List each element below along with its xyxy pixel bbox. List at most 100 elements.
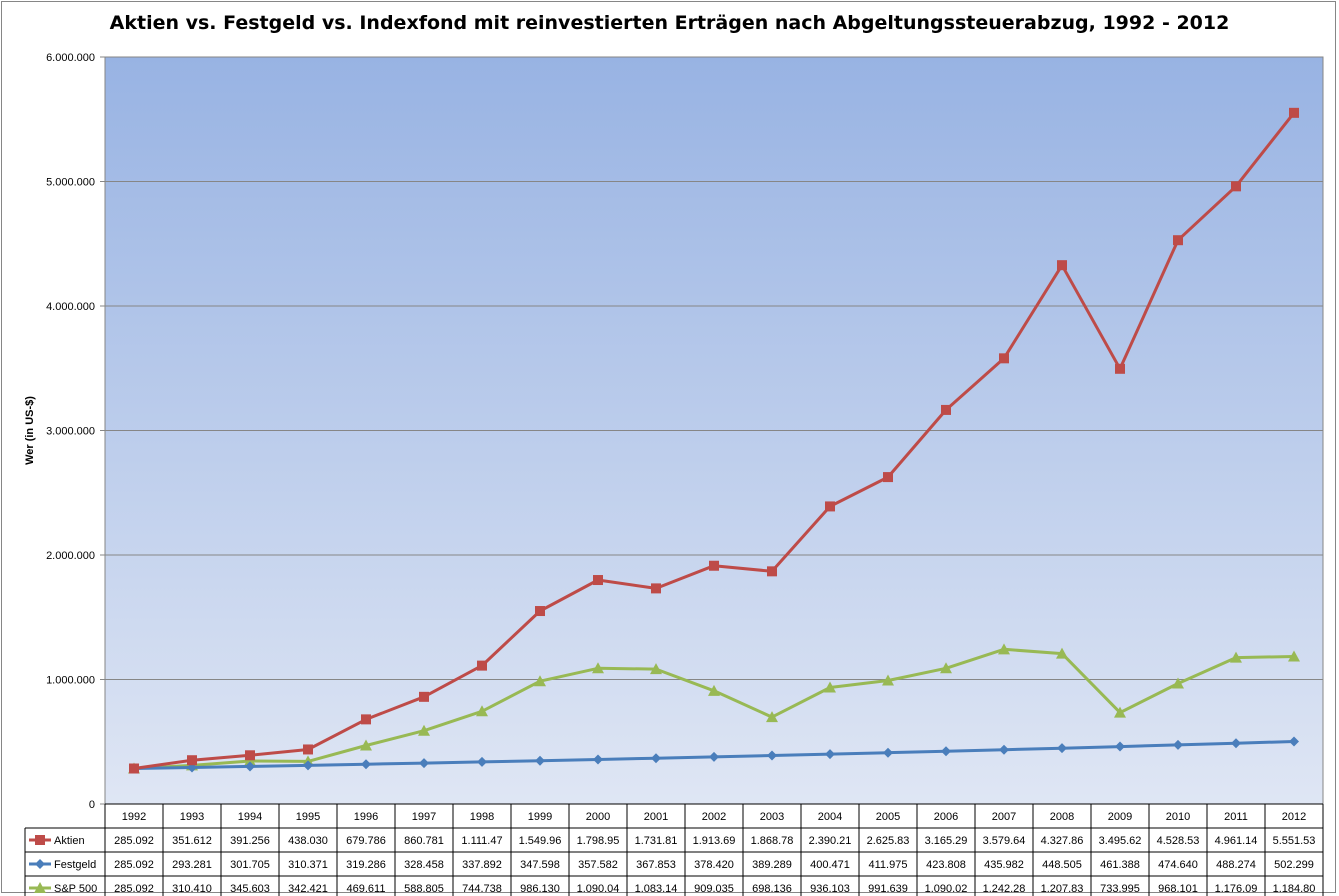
data-table-cell: 1.207.83 [1041, 883, 1084, 895]
x-category-label: 1993 [180, 811, 204, 823]
data-table-cell: 411.975 [869, 859, 908, 871]
data-point [593, 575, 603, 586]
data-point [709, 751, 719, 762]
data-table-cell: 310.371 [288, 859, 328, 871]
data-point [1288, 650, 1300, 662]
data-table-cell: 1.549.96 [519, 835, 562, 847]
data-table-cell: 469.611 [347, 883, 386, 895]
data-point [419, 758, 429, 769]
data-point [303, 760, 313, 771]
data-table-cell: 1.090.04 [577, 883, 620, 895]
data-point [767, 566, 777, 577]
x-category-label: 2002 [702, 811, 726, 823]
data-point [998, 643, 1010, 655]
data-table-cell: 4.528.53 [1157, 835, 1200, 847]
data-point [535, 755, 545, 766]
data-point [708, 684, 720, 696]
data-point [535, 606, 545, 617]
data-table-cell: 378.420 [694, 859, 734, 871]
data-point [1173, 235, 1183, 246]
data-table-cell: 319.286 [346, 859, 386, 871]
x-category-label: 2000 [586, 811, 610, 823]
data-point [883, 747, 893, 758]
data-point [129, 763, 139, 774]
data-point [244, 754, 256, 766]
data-point [1056, 647, 1068, 659]
data-point [360, 739, 372, 751]
data-point [1289, 107, 1299, 118]
data-point [534, 675, 546, 687]
data-table-cell: 698.136 [752, 883, 792, 895]
data-table-cell: 4.961.14 [1215, 835, 1258, 847]
data-point [245, 750, 255, 761]
data-table-cell: 285.092 [114, 859, 154, 871]
data-table-cell: 448.505 [1042, 859, 1082, 871]
legend-series-name: Aktien [54, 835, 85, 847]
data-point [418, 724, 430, 736]
data-table-cell: 3.495.62 [1099, 835, 1142, 847]
data-table-cell: 1.083.14 [635, 883, 678, 895]
data-table-cell: 1.913.69 [693, 835, 736, 847]
y-tick-label: 4.000.000 [46, 301, 95, 313]
y-tick-label: 0 [89, 799, 95, 811]
data-table-cell: 3.579.64 [983, 835, 1026, 847]
x-category-label: 2006 [934, 811, 958, 823]
data-table-cell: 285.092 [114, 835, 154, 847]
legend-key-marker [34, 882, 46, 893]
data-point [1114, 706, 1126, 718]
data-point [477, 660, 487, 671]
data-table-cell: 293.281 [172, 859, 212, 871]
data-table-cell: 3.165.29 [925, 835, 968, 847]
data-table-cell: 351.612 [172, 835, 212, 847]
x-category-label: 2004 [818, 811, 842, 823]
data-point [999, 744, 1009, 755]
data-table-cell: 301.705 [230, 859, 270, 871]
data-point [1289, 736, 1299, 747]
x-category-label: 1998 [470, 811, 494, 823]
y-tick-label: 3.000.000 [46, 426, 95, 438]
data-point [1231, 181, 1241, 192]
data-table-cell: 328.458 [404, 859, 444, 871]
data-point [245, 761, 255, 772]
data-table-cell: 936.103 [810, 883, 850, 895]
data-point [767, 750, 777, 761]
data-table-cell: 2.390.21 [809, 835, 852, 847]
data-point [419, 691, 429, 702]
data-table-cell: 438.030 [288, 835, 328, 847]
y-tick-label: 1.000.000 [46, 675, 95, 687]
data-point [361, 714, 371, 725]
data-table-cell: 488.274 [1216, 859, 1256, 871]
data-point [709, 560, 719, 571]
chart-title: Aktien vs. Festgeld vs. Indexfond mit re… [109, 12, 1230, 34]
x-category-label: 1996 [354, 811, 378, 823]
data-table-cell: 367.853 [636, 859, 676, 871]
data-table-cell: 345.603 [230, 883, 270, 895]
data-point [883, 472, 893, 483]
legend-series-name: S&P 500 [54, 883, 97, 895]
data-point [651, 583, 661, 594]
data-point [651, 753, 661, 764]
x-category-label: 1999 [528, 811, 552, 823]
y-tick-label: 5.000.000 [46, 177, 95, 189]
x-category-label: 1995 [296, 811, 320, 823]
data-point [940, 662, 952, 674]
data-point [477, 756, 487, 767]
x-category-label: 2010 [1166, 811, 1190, 823]
x-category-label: 2005 [876, 811, 900, 823]
data-point [650, 663, 662, 675]
x-category-label: 2001 [644, 811, 668, 823]
data-table-cell: 679.786 [346, 835, 386, 847]
data-table-cell: 1.242.28 [983, 883, 1026, 895]
data-table-cell: 1.111.47 [461, 835, 502, 847]
x-category-label: 2003 [760, 811, 784, 823]
x-category-label: 1994 [238, 811, 262, 823]
data-table-cell: 357.582 [578, 859, 618, 871]
data-table-cell: 968.101 [1158, 883, 1198, 895]
data-table-cell: 1.868.78 [751, 835, 794, 847]
data-table-cell: 310.410 [172, 883, 212, 895]
data-table-cell: 337.892 [462, 859, 502, 871]
data-table-cell: 733.995 [1100, 883, 1140, 895]
x-category-label: 1997 [412, 811, 436, 823]
y-axis-label: Wer (in US-$) [24, 396, 36, 465]
